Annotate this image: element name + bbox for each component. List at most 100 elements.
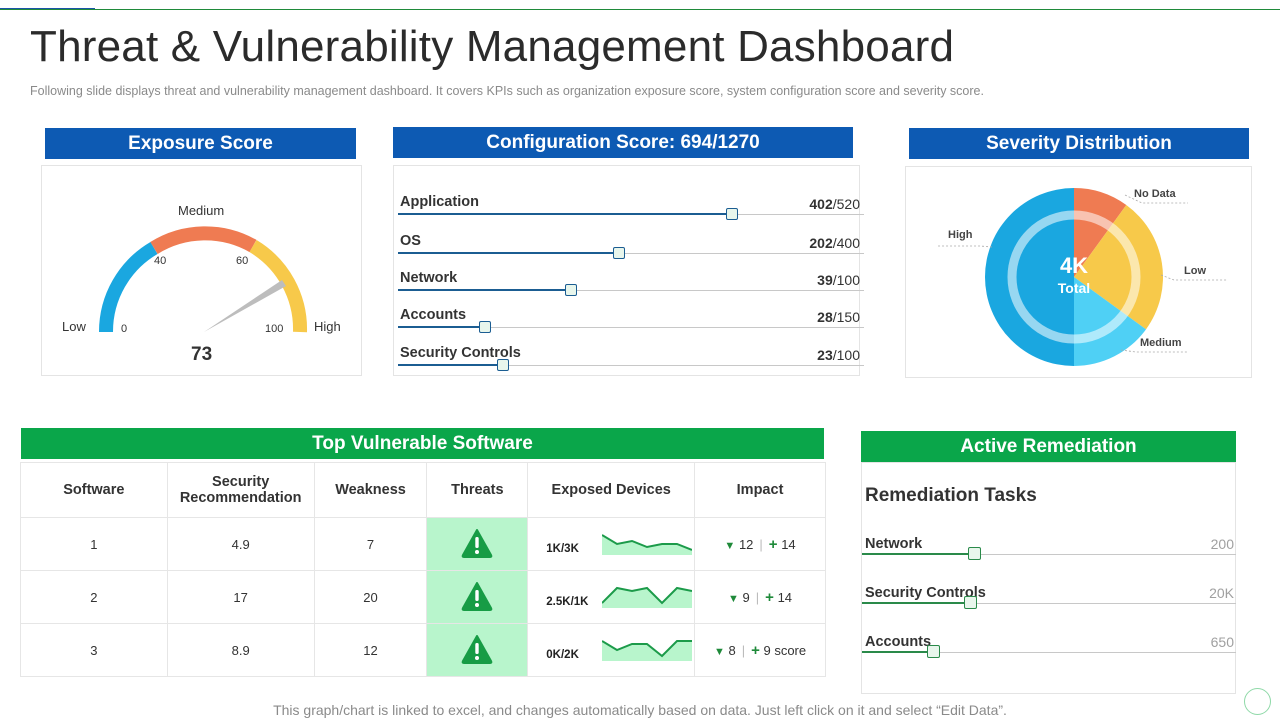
cell-exposed-devices: 2.5K/1K: [527, 570, 696, 624]
gauge-medium-label: Medium: [178, 203, 225, 218]
gauge-tick-100: 100: [265, 323, 284, 335]
gauge-tick-40: 40: [154, 255, 167, 267]
configuration-score-header: Configuration Score: 694/1270: [393, 127, 853, 158]
severity-slice-medium: [1074, 277, 1147, 366]
config-slider-handle[interactable]: [565, 284, 577, 296]
sparkline-line: [601, 534, 693, 551]
remediation-value: 20K: [1209, 585, 1234, 601]
config-value-total: /520: [832, 196, 860, 212]
leader-medium: [1120, 349, 1188, 353]
config-value-score: 28: [817, 309, 833, 325]
sparkline-area: [602, 535, 693, 555]
remediation-tasks-title: Remediation Tasks: [865, 485, 1037, 506]
config-label: Network: [400, 270, 458, 286]
cell-recommendation: 8.9: [166, 623, 315, 677]
sparkline-line: [601, 640, 693, 658]
gauge-tick-0: 0: [121, 323, 128, 335]
remediation-slider-handle[interactable]: [968, 547, 981, 560]
impact-up-value: 9 score: [763, 642, 807, 658]
exposed-devices-value: 1K/3K: [546, 543, 579, 555]
config-slider-handle[interactable]: [497, 359, 509, 371]
cell-impact: ▼ 8 | + 9 score: [694, 623, 826, 677]
config-slider-fill: [398, 213, 728, 215]
remediation-slider-fill: [862, 602, 970, 604]
table-header-row: Software Security Recommendation Weaknes…: [20, 462, 826, 518]
impact-separator: |: [741, 642, 746, 658]
config-slider-fill: [398, 326, 481, 328]
config-slider-track: [398, 290, 864, 291]
warning-icon: [462, 634, 493, 664]
top-vulnerable-software-header: Top Vulnerable Software: [21, 428, 824, 459]
exposed-devices-sparkline: [601, 586, 693, 608]
remediation-slider-track: [862, 652, 1236, 653]
severity-center-label: Total: [1057, 280, 1091, 296]
config-value-total: /400: [832, 235, 860, 251]
config-label: Security Controls: [400, 345, 521, 361]
sparkline-area: [602, 641, 693, 661]
leader-low: [1160, 274, 1228, 281]
config-row: Network 39/100: [394, 270, 864, 306]
cell-software: 3: [20, 623, 168, 677]
severity-slice-low: [1074, 204, 1163, 330]
gauge-high-arc: [249, 240, 308, 333]
exposed-devices-sparkline: [601, 640, 693, 661]
severity-label-medium: Medium: [1140, 337, 1182, 349]
down-triangle-icon: ▼: [713, 645, 725, 658]
config-slider-track: [398, 327, 864, 328]
config-label: Accounts: [400, 307, 467, 323]
remediation-label: Security Controls: [865, 585, 986, 601]
remediation-slider-handle[interactable]: [927, 645, 940, 658]
exposed-devices-sparkline: [601, 534, 693, 555]
config-slider-handle[interactable]: [613, 247, 625, 259]
gauge-low-arc: [98, 241, 158, 333]
gauge-tick-60: 60: [236, 255, 249, 267]
cell-impact: ▼ 12 | + 14: [694, 517, 826, 571]
severity-slice-high: [985, 188, 1074, 366]
page-title: Threat & Vulnerability Management Dashbo…: [30, 22, 955, 71]
gauge-medium-arc: [150, 226, 257, 255]
config-slider-handle[interactable]: [726, 208, 738, 220]
remediation-row: Security Controls 20K: [862, 585, 1236, 615]
config-value: 23/100: [817, 347, 860, 363]
impact-down-value: 8: [728, 642, 736, 658]
cell-impact: ▼ 9 | + 14: [694, 570, 826, 624]
column-header-impact: Impact: [694, 462, 826, 518]
exposed-devices-value: 0K/2K: [546, 649, 579, 661]
plus-icon: +: [751, 641, 760, 659]
exposure-score-value: 73: [191, 344, 213, 365]
config-slider-handle[interactable]: [479, 321, 491, 333]
cell-software: 2: [20, 570, 168, 624]
config-value-score: 202: [809, 235, 833, 251]
warning-icon: [462, 581, 493, 611]
table-row: 3 8.9 12 0K/2K ▼ 8 | + 9 score: [20, 623, 826, 677]
plus-icon: +: [768, 535, 778, 553]
config-slider-track: [398, 253, 864, 254]
config-slider-fill: [398, 252, 615, 254]
configuration-score-panel: Application 402/520 OS 202/400 Network 39/100…: [393, 165, 864, 376]
active-remediation-header: Active Remediation: [861, 431, 1236, 462]
remediation-slider-handle[interactable]: [964, 596, 977, 609]
severity-center-value: 4K: [1059, 253, 1089, 278]
remediation-row: Network 200: [862, 536, 1236, 566]
config-row: Security Controls 23/100: [394, 345, 864, 381]
config-slider-fill: [398, 364, 499, 366]
remediation-row: Accounts 650: [862, 634, 1236, 664]
remediation-slider-fill: [862, 651, 933, 653]
config-value-score: 402: [809, 196, 833, 212]
config-slider-fill: [398, 289, 567, 291]
severity-label-low: Low: [1184, 265, 1206, 277]
column-header-weakness: Weakness: [313, 462, 428, 518]
config-value-score: 39: [817, 272, 833, 288]
column-header-recommendation: Security Recommendation: [166, 462, 315, 518]
remediation-slider-fill: [862, 553, 974, 555]
impact-up-value: 14: [781, 536, 796, 552]
warning-icon: [462, 528, 493, 558]
impact-separator: |: [759, 536, 763, 552]
impact-separator: |: [755, 589, 760, 605]
config-value: 39/100: [817, 272, 860, 288]
plus-icon: +: [765, 588, 774, 606]
exposure-gauge: [98, 226, 308, 333]
config-value: 402/520: [809, 196, 860, 212]
cell-exposed-devices: 1K/3K: [527, 517, 696, 571]
impact-down-value: 9: [742, 589, 750, 605]
